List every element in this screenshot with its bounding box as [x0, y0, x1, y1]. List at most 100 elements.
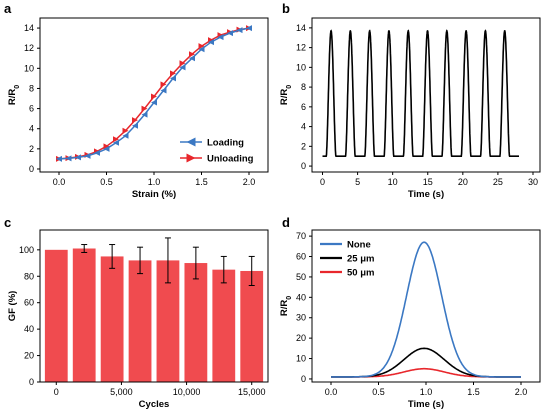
bar — [128, 260, 152, 382]
data-point-unloading — [189, 51, 195, 58]
series-line — [331, 241, 521, 378]
data-point-loading — [103, 145, 110, 152]
data-point-loading — [122, 132, 129, 139]
x-tick-label: 10 — [388, 177, 398, 187]
legend-label-unloading: Unloading — [207, 154, 254, 165]
data-point-unloading — [198, 43, 205, 50]
data-point-loading — [84, 152, 91, 159]
data-point-unloading — [170, 70, 176, 77]
data-point-loading — [208, 39, 214, 46]
legend-label-loading: Loading — [207, 138, 244, 149]
data-point-loading — [217, 34, 224, 41]
data-point-loading — [141, 111, 148, 118]
y-tick-label: 10 — [296, 354, 306, 364]
plot-frame — [39, 229, 269, 383]
panel-c-chart: 0 5,000 10,000 15,000 0 20 40 60 80 100 Cycles GF (… — [7, 229, 269, 410]
y-tick-label: 0 — [29, 377, 34, 387]
y-tick-label: 80 — [24, 271, 34, 281]
data-point-unloading — [179, 60, 186, 67]
data-point-loading — [151, 99, 157, 106]
y-tick-label: 2 — [301, 141, 306, 151]
y-tick-label: 14 — [24, 23, 34, 33]
y-tick-label: 8 — [301, 82, 306, 92]
y-tick-label: 20 — [296, 333, 306, 343]
x-tick-label: 20 — [458, 177, 468, 187]
data-point-loading — [189, 55, 195, 62]
signal-line — [322, 29, 519, 157]
y-tick-label: 0 — [29, 164, 34, 174]
data-point-unloading — [122, 127, 129, 134]
panel-d-chart: 0.0 0.5 1.0 1.5 2.0 0 10 20 30 40 50 60 70 Time (s) R/… — [279, 229, 541, 410]
x-axis-label: Time (s) — [408, 399, 444, 410]
x-tick-label: 0 — [54, 387, 59, 397]
y-axis-label: R/R0 — [7, 85, 21, 105]
bar — [100, 256, 124, 382]
series-line — [331, 367, 521, 378]
data-point-loading — [160, 87, 167, 94]
x-axis-label: Time (s) — [408, 189, 444, 200]
x-tick-label: 0.0 — [325, 387, 338, 397]
x-tick-label: 25 — [493, 177, 503, 187]
plot-frame — [311, 17, 541, 173]
data-point-loading — [94, 149, 100, 156]
x-tick-label: 2.0 — [243, 177, 256, 187]
x-tick-label: 10,000 — [173, 387, 201, 397]
bar — [240, 270, 264, 382]
bar — [184, 263, 208, 382]
y-tick-label: 60 — [296, 252, 306, 262]
y-axis-label-subscript: 0 — [14, 85, 21, 89]
y-axis-label: R/R0 — [279, 296, 293, 316]
legend-label: 50 μm — [347, 268, 374, 279]
bar — [72, 248, 96, 382]
y-tick-label: 8 — [29, 83, 34, 93]
data-point-loading — [170, 75, 176, 82]
y-tick-label: 70 — [296, 231, 306, 241]
y-axis-label-subscript: 0 — [286, 85, 293, 89]
y-tick-label: 10 — [296, 62, 306, 72]
y-tick-label: 0 — [301, 161, 306, 171]
y-tick-label: 0 — [301, 374, 306, 384]
x-tick-label: 0.5 — [372, 387, 385, 397]
y-tick-label: 12 — [296, 43, 306, 53]
data-point-loading — [65, 155, 72, 162]
y-tick-label: 10 — [24, 63, 34, 73]
data-point-loading — [75, 154, 81, 161]
y-tick-label: 2 — [29, 144, 34, 154]
bar — [44, 249, 68, 382]
data-point-unloading — [160, 81, 167, 88]
x-tick-label: 15 — [423, 177, 433, 187]
data-point-unloading — [103, 143, 110, 150]
panel-letter-a: a — [4, 1, 12, 16]
x-tick-label: 1.5 — [195, 177, 208, 187]
panel-letter-c: c — [4, 215, 11, 230]
y-tick-label: 50 — [296, 272, 306, 282]
x-tick-label: 30 — [528, 177, 538, 187]
legend-label: 25 μm — [347, 254, 374, 265]
x-tick-label: 1.0 — [148, 177, 161, 187]
y-tick-label: 100 — [19, 245, 34, 255]
data-point-loading — [113, 139, 119, 146]
x-tick-label: 1.0 — [420, 387, 433, 397]
x-tick-label: 2.0 — [515, 387, 528, 397]
data-point-loading — [198, 46, 205, 53]
data-point-unloading — [151, 93, 157, 100]
x-tick-label: 0.0 — [53, 177, 66, 187]
data-point-unloading — [141, 105, 148, 112]
panel-letter-b: b — [282, 1, 290, 16]
plot-frame — [39, 17, 269, 173]
x-tick-label: 5,000 — [110, 387, 133, 397]
y-tick-label: 4 — [301, 122, 306, 132]
y-axis-label-main: R/R — [279, 300, 290, 317]
y-tick-label: 20 — [24, 351, 34, 361]
series-line — [331, 347, 521, 378]
legend-marker-loading — [186, 137, 196, 147]
y-tick-label: 40 — [296, 292, 306, 302]
x-tick-label: 0.5 — [100, 177, 113, 187]
data-point-loading — [132, 122, 138, 129]
x-tick-label: 1.5 — [467, 387, 480, 397]
data-point-loading — [236, 27, 243, 34]
y-tick-label: 40 — [24, 324, 34, 334]
